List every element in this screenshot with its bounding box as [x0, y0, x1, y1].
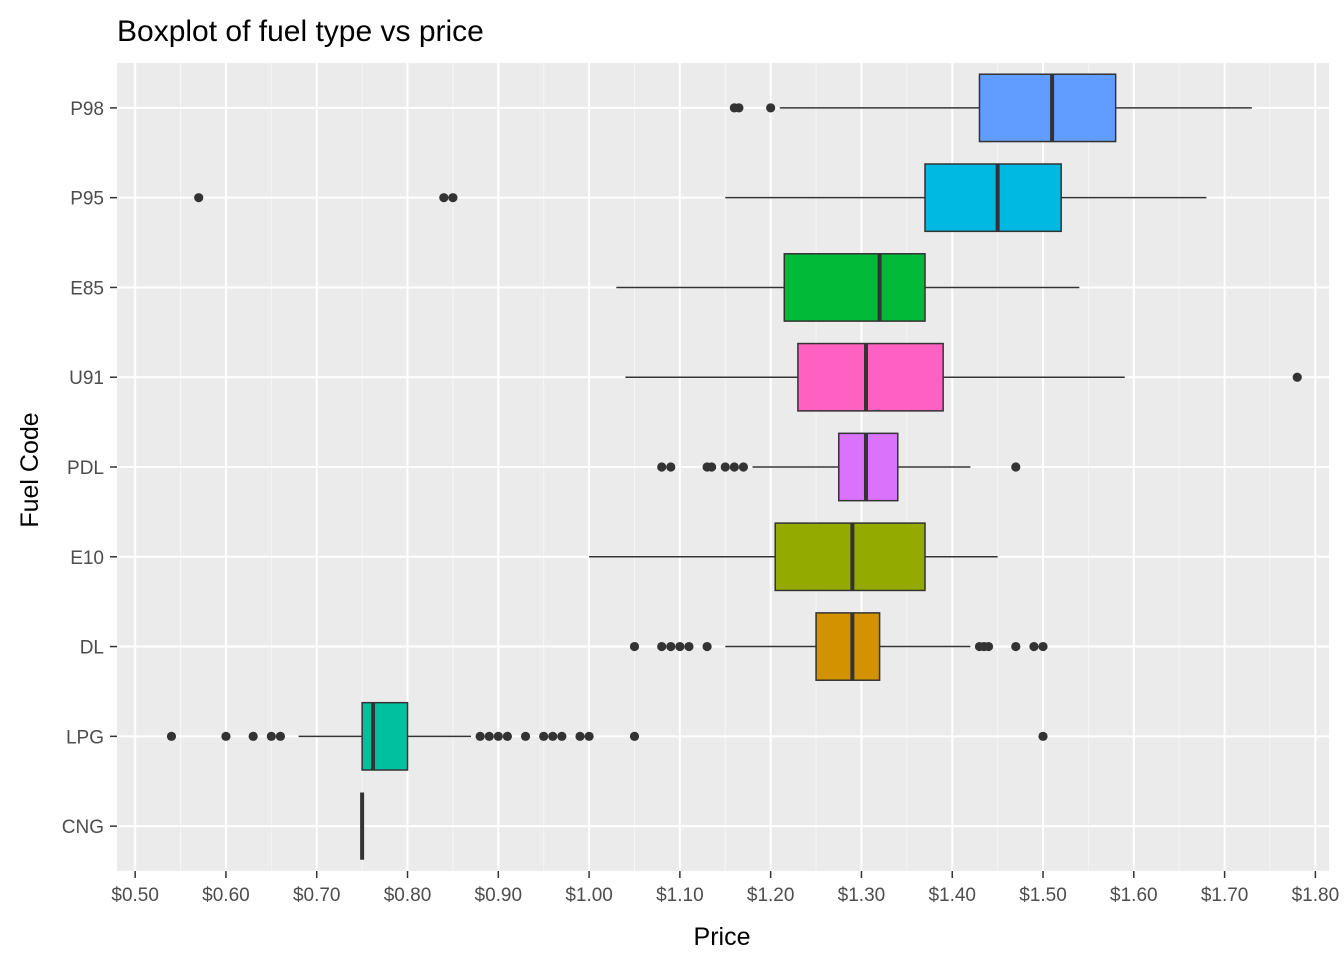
y-tick-label: E10 — [70, 548, 104, 569]
outlier-point — [1038, 731, 1048, 741]
x-tick-label: $1.30 — [838, 885, 886, 906]
box-dl — [629, 612, 1048, 681]
x-tick-label: $0.50 — [111, 885, 159, 906]
outlier-point — [675, 641, 685, 652]
x-tick-label: $0.70 — [293, 885, 341, 906]
outlier-point — [221, 731, 231, 741]
x-tick-label: $1.10 — [656, 885, 704, 906]
outlier-point — [194, 193, 204, 203]
chart-title: Boxplot of fuel type vs price — [117, 15, 484, 48]
box-iqr — [797, 342, 944, 412]
box-iqr — [978, 73, 1117, 143]
outlier-point — [666, 462, 676, 472]
outlier-point — [983, 641, 994, 652]
outlier-point — [702, 641, 712, 652]
x-tick-label: $1.00 — [565, 885, 613, 906]
outlier-point — [166, 731, 177, 741]
x-tick-label: $1.80 — [1292, 885, 1340, 906]
outlier-point — [766, 103, 776, 113]
axes: P98 P95 E85 U91 PDL E10 DL LPG CNG $0.50 $0.60 $0.7… — [62, 99, 1339, 906]
y-tick-label: P95 — [70, 189, 104, 210]
box-series — [166, 73, 1302, 860]
box-e10 — [589, 522, 998, 592]
box-lpg — [166, 701, 1048, 771]
box-p98 — [729, 73, 1252, 143]
outlier-point — [720, 462, 730, 472]
box-u91 — [625, 342, 1302, 412]
outlier-point — [657, 462, 667, 472]
outlier-point — [629, 731, 640, 741]
outlier-point — [738, 462, 749, 472]
outlier-point — [734, 103, 744, 113]
outlier-point — [629, 641, 640, 652]
outlier-point — [1011, 641, 1021, 652]
y-tick-label: CNG — [62, 817, 104, 838]
y-tick-label: PDL — [67, 458, 104, 479]
outlier-point — [439, 193, 449, 203]
box-iqr — [361, 701, 409, 771]
y-tick-label: DL — [80, 638, 104, 659]
outlier-point — [493, 731, 503, 741]
outlier-point — [707, 462, 717, 472]
outlier-point — [520, 731, 531, 741]
outlier-point — [266, 731, 276, 741]
box-iqr — [783, 253, 926, 322]
outlier-point — [275, 731, 286, 741]
outlier-point — [666, 641, 676, 652]
outlier-point — [502, 731, 512, 741]
x-tick-label: $1.70 — [1201, 885, 1249, 906]
outlier-point — [657, 641, 667, 652]
outlier-point — [248, 731, 258, 741]
y-tick-label: E85 — [70, 278, 104, 299]
outlier-point — [584, 731, 594, 741]
outlier-point — [448, 193, 458, 203]
outlier-point — [1292, 372, 1302, 382]
outlier-point — [1011, 462, 1021, 472]
box-iqr — [774, 522, 926, 592]
box-e85 — [616, 253, 1080, 322]
box-iqr — [838, 432, 899, 502]
outlier-point — [548, 731, 558, 741]
outlier-point — [1029, 641, 1039, 652]
box-iqr — [924, 163, 1062, 233]
y-tick-label: P98 — [70, 99, 104, 120]
y-tick-label: LPG — [66, 727, 104, 748]
x-tick-label: $1.40 — [928, 885, 976, 906]
box-iqr — [815, 612, 881, 681]
box-pdl — [657, 432, 1021, 502]
x-tick-label: $1.60 — [1110, 885, 1158, 906]
x-tick-label: $1.20 — [747, 885, 795, 906]
x-tick-label: $1.50 — [1019, 885, 1067, 906]
x-tick-label: $0.80 — [384, 885, 432, 906]
x-tick-label: $0.60 — [202, 885, 250, 906]
outlier-point — [484, 731, 494, 741]
outlier-point — [729, 462, 739, 472]
outlier-point — [475, 731, 485, 741]
outlier-point — [539, 731, 549, 741]
outlier-point — [557, 731, 567, 741]
x-tick-label: $0.90 — [475, 885, 523, 906]
outlier-point — [1038, 641, 1048, 652]
box-p95 — [194, 163, 1207, 233]
y-tick-label: U91 — [69, 368, 104, 389]
outlier-point — [684, 641, 694, 652]
y-axis-title: Fuel Code — [16, 412, 44, 527]
outlier-point — [575, 731, 585, 741]
x-axis-title: Price — [694, 923, 751, 951]
